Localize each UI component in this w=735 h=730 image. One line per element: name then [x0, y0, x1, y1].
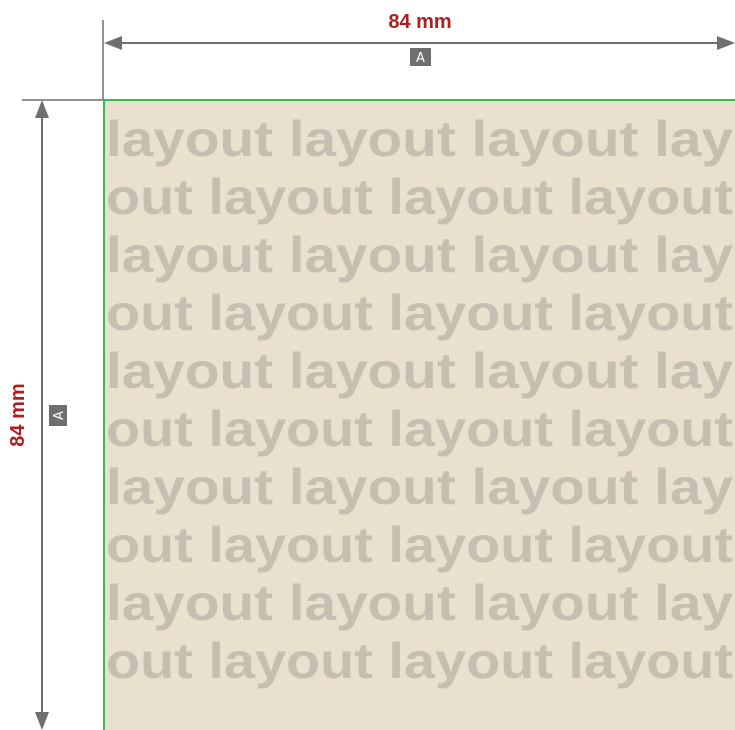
- height-badge-label: A: [52, 411, 67, 420]
- pattern-row: layout layout layout lay: [106, 575, 733, 631]
- width-label: 84 mm: [388, 11, 451, 33]
- arrow-left-icon: [104, 36, 122, 50]
- layout-pattern: layout layout layout lay out layout layo…: [106, 111, 733, 689]
- pattern-row: layout layout layout lay: [106, 343, 733, 399]
- pattern-row: layout layout layout lay: [106, 459, 733, 515]
- width-badge-label: A: [416, 51, 425, 66]
- pattern-row: out layout layout layout: [106, 401, 733, 457]
- pattern-row: layout layout layout lay: [106, 227, 733, 283]
- arrow-right-icon: [717, 36, 735, 50]
- height-badge: [49, 405, 67, 426]
- arrow-up-icon: [35, 100, 49, 118]
- pattern-row: layout layout layout lay: [106, 111, 733, 167]
- pattern-row: out layout layout layout: [106, 169, 733, 225]
- pattern-row: out layout layout layout: [106, 285, 733, 341]
- pattern-row: out layout layout layout: [106, 633, 733, 689]
- height-label: 84 mm: [7, 383, 29, 446]
- width-badge: [410, 48, 431, 66]
- layout-area: [104, 100, 735, 730]
- arrow-down-icon: [35, 712, 49, 730]
- pattern-row: out layout layout layout: [106, 517, 733, 573]
